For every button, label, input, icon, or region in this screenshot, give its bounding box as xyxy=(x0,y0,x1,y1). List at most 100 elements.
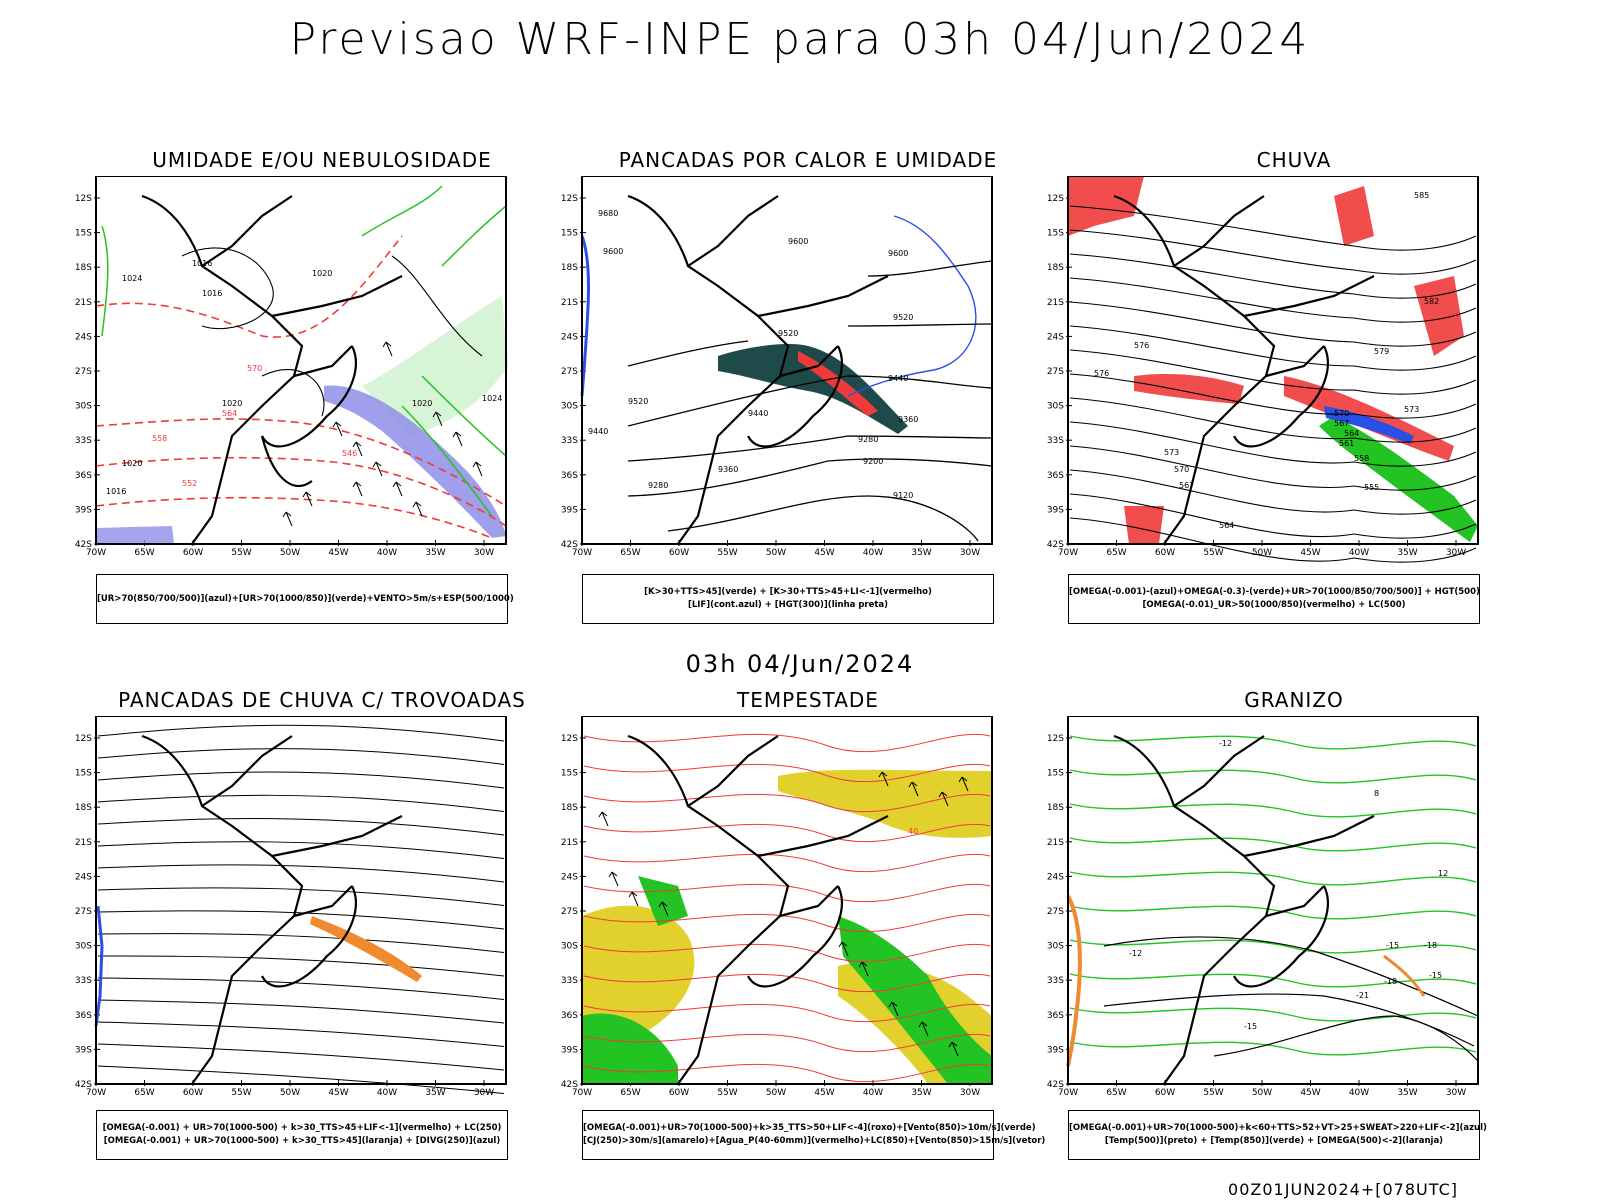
orange-omega-area xyxy=(1066,895,1082,1067)
wind-arrow xyxy=(452,431,463,447)
hgt500-contours xyxy=(1069,205,1477,563)
wind-arrow xyxy=(888,1001,899,1017)
lat-tick-label: 12S xyxy=(1047,194,1064,204)
lat-tick-label: 15S xyxy=(75,769,92,779)
contour-label: 9120 xyxy=(893,491,913,500)
panel-thunderstorm-showers: PANCADAS DE CHUVA C/ TROVOADAS 12S 15S 18S… xyxy=(62,688,582,1188)
lat-tick-label: 39S xyxy=(1047,1045,1064,1055)
legend-line: [OMEGA(-0.001)-(azul)+OMEGA(-0.3)-(verde… xyxy=(1069,587,1480,597)
contour-label: 9520 xyxy=(628,397,648,406)
field-line xyxy=(97,910,505,930)
contour-label: -12 xyxy=(1219,739,1232,748)
lat-tick-label: 42S xyxy=(1047,1080,1064,1090)
lon-tick-label: 30W xyxy=(474,548,494,558)
lat-tick-label: 24S xyxy=(561,332,578,342)
lon-tick-label: 55W xyxy=(231,548,251,558)
lat-tick-label: 15S xyxy=(1047,229,1064,239)
field-line xyxy=(1069,229,1477,275)
field-line xyxy=(97,977,505,1000)
lon-tick-label: 55W xyxy=(1203,548,1223,558)
field-line xyxy=(1069,397,1477,443)
lon-tick-label: 60W xyxy=(183,1088,203,1098)
lat-tick-label: 12S xyxy=(1047,734,1064,744)
contour-label: 555 xyxy=(1364,483,1379,492)
contour-label: 9440 xyxy=(588,427,608,436)
lon-tick-label: 70W xyxy=(572,1088,592,1098)
field-line xyxy=(1069,769,1477,784)
field-line xyxy=(97,1065,505,1094)
contour-label: 558 xyxy=(152,434,167,443)
blue-divergence xyxy=(94,905,104,1027)
field-line xyxy=(97,887,505,906)
contour-label: 576 xyxy=(1094,369,1109,378)
contour-label: 1016 xyxy=(192,259,212,268)
mid-title: 03h 04/Jun/2024 xyxy=(685,650,915,678)
contour-label: 570 xyxy=(1334,409,1349,418)
lavender-bottom-left xyxy=(96,526,174,544)
field-line xyxy=(583,913,991,933)
lon-tick-label: 35W xyxy=(425,1088,445,1098)
field-line xyxy=(583,853,991,873)
wind-850-areas xyxy=(582,876,992,1084)
lat-tick-label: 27S xyxy=(1047,367,1064,377)
lon-tick-label: 70W xyxy=(1058,1088,1078,1098)
country-borders xyxy=(1113,194,1375,545)
wind-arrow xyxy=(282,511,293,527)
field-line xyxy=(1069,253,1477,299)
lon-tick-label: 45W xyxy=(328,548,348,558)
lat-tick-label: 18S xyxy=(561,803,578,813)
field-line xyxy=(1069,277,1477,323)
lat-tick-label: 33S xyxy=(561,976,578,986)
legend-box: [UR>70(850/700/500)](azul)+[UR>70(1000/8… xyxy=(96,574,514,624)
contour-label: -21 xyxy=(1356,991,1369,1000)
contour-label: 9440 xyxy=(748,409,768,418)
lat-tick-label: 36S xyxy=(561,471,578,481)
lat-tick-label: 24S xyxy=(1047,872,1064,882)
contour-label: 8 xyxy=(1374,789,1379,798)
lat-tick-label: 30S xyxy=(75,942,92,952)
field-line xyxy=(1069,837,1477,852)
lat-tick-label: 30S xyxy=(1047,402,1064,412)
contour-label-group: 1016 1020 1024 1016 1020 570 564 558 552… xyxy=(106,259,502,496)
streamlines-850 xyxy=(583,733,991,1083)
contour-label-group: 9680 9600 9600 9520 9520 9600 9520 9440 … xyxy=(588,209,918,500)
field-line xyxy=(1069,939,1477,954)
lat-tick-label: 24S xyxy=(1047,332,1064,342)
main-title: Previsao WRF-INPE para 03h 04/Jun/2024 xyxy=(289,14,1311,65)
lon-tick-label: 35W xyxy=(425,548,445,558)
contour-label-group: 40 xyxy=(908,827,918,836)
field-line xyxy=(97,864,505,883)
field-line xyxy=(1069,1007,1477,1022)
wind-vectors xyxy=(282,341,483,527)
lat-tick-label: 27S xyxy=(75,367,92,377)
country-borders xyxy=(141,734,403,1085)
contour-label: 9600 xyxy=(603,247,623,256)
wind-arrow xyxy=(958,776,969,792)
lon-tick-label: 55W xyxy=(717,1088,737,1098)
field-line xyxy=(97,841,505,859)
lat-tick-label: 15S xyxy=(561,769,578,779)
lat-tick-label: 42S xyxy=(75,1080,92,1090)
contour-label: 1020 xyxy=(122,459,142,468)
lon-tick-label: 70W xyxy=(572,548,592,558)
lat-tick-label: 18S xyxy=(1047,263,1064,273)
lat-tick-label: 30S xyxy=(561,402,578,412)
lon-tick-label: 45W xyxy=(1300,1088,1320,1098)
legend-line: [OMEGA(-0.001)+UR>70(1000-500)+k>35_TTS>… xyxy=(583,1123,1036,1133)
lon-tick-label: 60W xyxy=(1155,548,1175,558)
lon-tick-label: 70W xyxy=(1058,548,1078,558)
wind-arrow xyxy=(628,891,639,907)
contour-label: 9680 xyxy=(598,209,618,218)
contour-label: 9360 xyxy=(898,415,918,424)
contour-label: 558 xyxy=(1354,454,1369,463)
lat-tick-label: 39S xyxy=(561,1045,578,1055)
legend-line: [OMEGA(-0.01)_UR>50(1000/850)(vermelho) … xyxy=(1142,600,1406,610)
field-line xyxy=(1069,349,1477,395)
contour-label: 564 xyxy=(1344,429,1359,438)
green-rain-band xyxy=(1319,416,1478,542)
map-frame xyxy=(1067,176,1479,545)
contour-label: -15 xyxy=(1429,971,1442,980)
contour-label-group: -12 -15 -18 -21 -15 -12 -18 -15 12 8 xyxy=(1129,739,1448,1031)
lon-axis-labels: 70W 65W 60W 55W 50W 45W 40W 35W 30W xyxy=(1058,1080,1466,1098)
lon-tick-label: 40W xyxy=(1349,1088,1369,1098)
